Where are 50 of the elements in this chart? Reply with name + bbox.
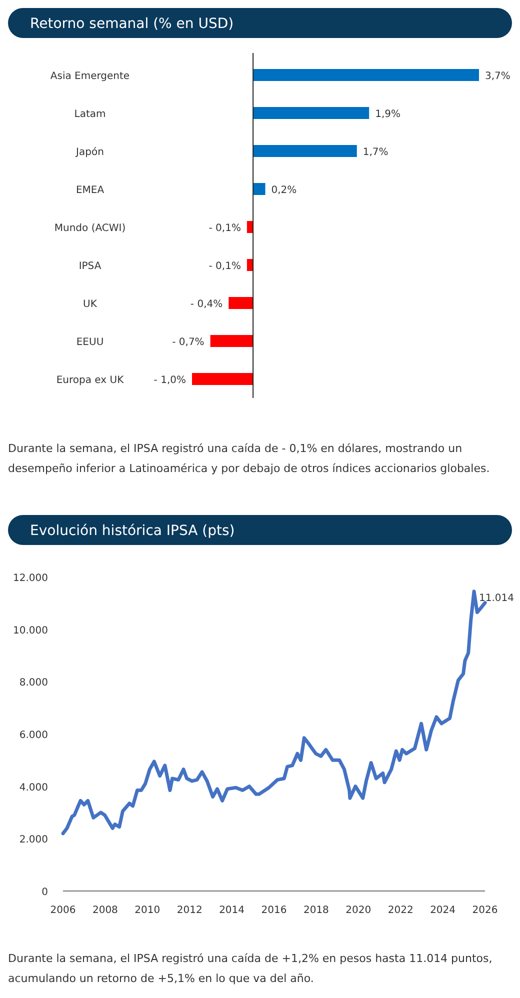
x-tick-label: 2022 <box>388 905 414 916</box>
x-tick-label: 2020 <box>346 905 372 916</box>
data-label: - 0,4% <box>190 299 223 310</box>
bar <box>253 107 370 119</box>
x-tick-label: 2026 <box>472 905 498 916</box>
data-label: 0,2% <box>271 185 297 196</box>
y-tick-label: 0 <box>42 887 48 898</box>
bar <box>228 297 254 309</box>
x-tick-label: 2008 <box>92 905 118 916</box>
y-tick-label: EMEA <box>76 185 104 196</box>
x-tick-label: 2024 <box>430 905 456 916</box>
y-tick-label: Japón <box>75 147 104 158</box>
chart-title: Evolución histórica IPSA (pts) <box>30 523 235 539</box>
text: Durante la semana, el IPSA registró una caída de - 0,1% en dólares, mostrando un desempeño inferior a Latinoamérica y por debajo de otros índices accionarios globales. <box>8 442 490 475</box>
y-tick-label: 6.000 <box>19 730 48 741</box>
data-label: 3,7% <box>485 71 510 82</box>
x-tick-label: 2012 <box>176 905 202 916</box>
data-label: 1,9% <box>375 109 400 120</box>
y-tick-label: Latam <box>74 109 106 120</box>
bar <box>253 145 357 157</box>
x-tick-label: 2014 <box>219 905 245 916</box>
x-tick-label: 2010 <box>134 905 160 916</box>
data-label: 1,7% <box>362 147 388 158</box>
data-label: - 0,1% <box>208 223 241 234</box>
text: Durante la semana, el IPSA registró una caída de +1,2% en pesos hasta 11.014 puntos, acumulando un retorno de +5,1% en lo que va del año. <box>8 952 492 985</box>
y-tick-label: 8.000 <box>19 678 48 689</box>
chart-title: Retorno semanal (% en USD) <box>30 16 234 32</box>
bar <box>246 221 254 233</box>
y-tick-label: Asia Emergente <box>50 71 130 82</box>
bar <box>253 69 479 81</box>
bar <box>210 335 254 347</box>
x-tick-label: 2006 <box>50 905 76 916</box>
y-tick-label: 2.000 <box>19 834 48 846</box>
bar <box>192 373 254 385</box>
y-tick-label: EEUU <box>76 337 104 348</box>
y-tick-label: 10.000 <box>13 625 48 636</box>
y-tick-label: 4.000 <box>19 782 48 794</box>
bar <box>246 259 254 271</box>
y-tick-label: 12.000 <box>13 573 48 584</box>
y-tick-label: Europa ex UK <box>56 375 124 386</box>
y-tick-label: Mundo (ACWI) <box>54 223 126 234</box>
data-label: - 0,7% <box>172 337 204 348</box>
x-tick-label: 2016 <box>261 905 287 916</box>
data-label: - 1,0% <box>154 375 186 386</box>
annotation: 11.014 <box>479 592 514 604</box>
data-label: - 0,1% <box>208 261 241 272</box>
x-tick-label: 2018 <box>303 905 329 916</box>
y-tick-label: IPSA <box>78 261 102 272</box>
y-tick-label: UK <box>83 299 98 310</box>
bar <box>253 183 266 195</box>
